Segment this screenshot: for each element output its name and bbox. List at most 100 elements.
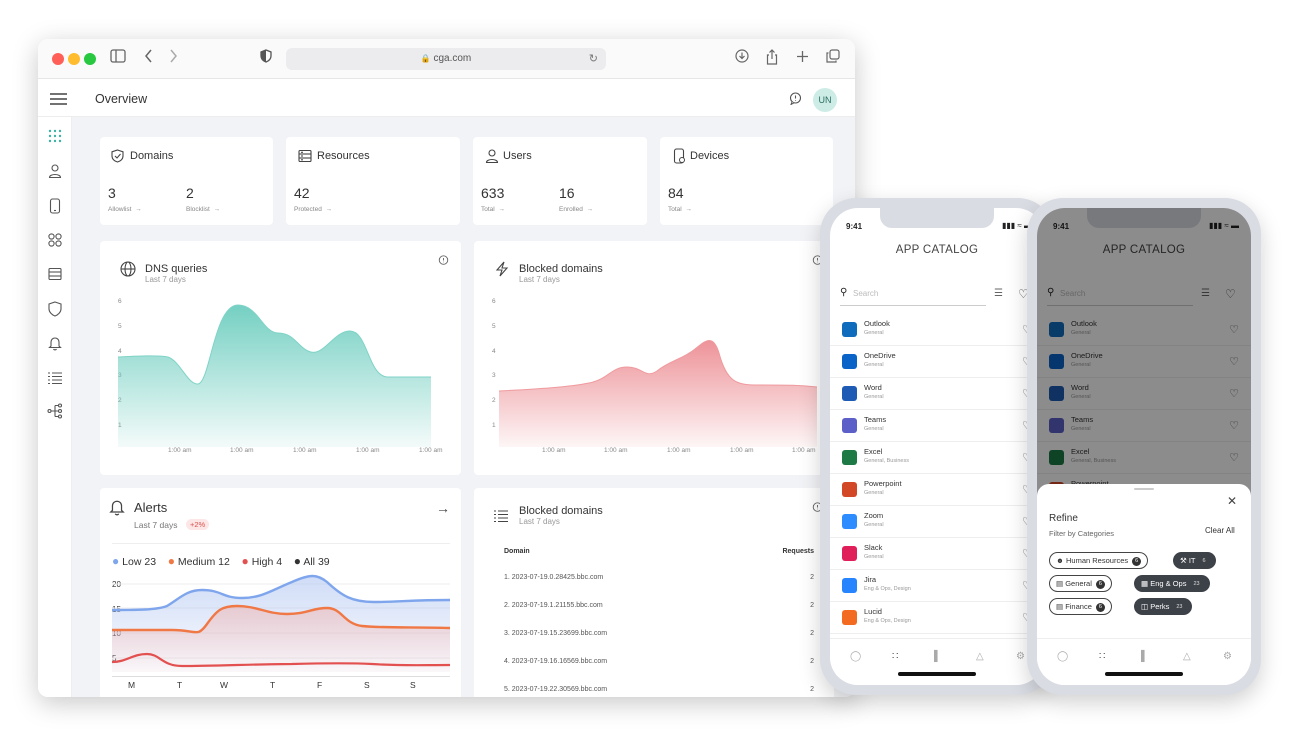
favorite-heart-icon[interactable]: ♡ <box>1229 388 1239 400</box>
chip-eng-ops[interactable]: ▦ Eng & Ops 23 <box>1134 575 1210 592</box>
list-icon[interactable] <box>48 371 62 389</box>
address-bar[interactable]: 🔒 cga.com ↻ <box>286 48 606 70</box>
stat-label[interactable]: Total → <box>481 206 505 213</box>
table-row[interactable]: 4. 2023-07-19.16.16569.bbc.com 2 <box>504 658 814 665</box>
devices-card[interactable]: Devices 84 Total → <box>660 137 833 225</box>
shield-icon[interactable] <box>48 301 62 322</box>
tab-bell-icon[interactable]: △ <box>1183 651 1191 662</box>
feedback-icon[interactable] <box>789 92 802 110</box>
stat-label[interactable]: Blocklist → <box>186 206 220 213</box>
menu-icon[interactable] <box>50 92 67 110</box>
favorite-heart-icon[interactable]: ♡ <box>1229 356 1239 368</box>
tab-stats-icon[interactable]: ▌ <box>934 651 942 662</box>
column-header-domain[interactable]: Domain <box>504 548 530 555</box>
alerts-subtitle: Last 7 days <box>134 520 178 530</box>
arrow-right-icon[interactable]: → <box>436 500 450 516</box>
filter-icon[interactable]: ☰ <box>1201 288 1210 299</box>
chip-it[interactable]: ⚒ IT 6 <box>1173 552 1216 569</box>
favorite-heart-icon[interactable]: ♡ <box>1229 452 1239 464</box>
device-icon[interactable] <box>49 198 61 219</box>
bell-icon[interactable] <box>48 336 62 356</box>
legend-high[interactable]: ● High 4 <box>241 554 283 568</box>
sheet-handle[interactable] <box>1134 488 1154 490</box>
column-header-requests[interactable]: Requests <box>782 548 814 555</box>
tab-apps-icon[interactable]: ∷ <box>892 651 899 662</box>
apps-grid-icon[interactable] <box>48 129 62 148</box>
stat-label[interactable]: Enrolled → <box>559 206 593 213</box>
app-icon <box>842 386 857 401</box>
tab-settings-icon[interactable]: ⚙ <box>1223 651 1232 662</box>
tab-apps-icon[interactable]: ∷ <box>1099 651 1106 662</box>
search-input[interactable]: ⚲ Search <box>1047 284 1193 306</box>
stat-label[interactable]: Total → <box>668 206 692 213</box>
domains-card[interactable]: Domains 3 Allowlist → 2 Blocklist → <box>100 137 273 225</box>
minimize-window-button[interactable] <box>68 53 80 65</box>
tab-stats-icon[interactable]: ▌ <box>1141 651 1149 662</box>
tab-overview-icon[interactable] <box>823 49 843 69</box>
apps-icon[interactable] <box>48 233 62 252</box>
table-row[interactable]: 2. 2023-07-19.1.21155.bbc.com 2 <box>504 602 814 609</box>
favorite-heart-icon[interactable]: ♡ <box>1229 420 1239 432</box>
reload-icon[interactable]: ↻ <box>588 53 598 65</box>
app-category: Eng & Ops, Design <box>864 618 911 624</box>
filter-icon[interactable]: ☰ <box>994 288 1003 299</box>
download-icon[interactable] <box>732 49 752 69</box>
chip-finance[interactable]: ▤ Finance 6 <box>1049 598 1112 615</box>
zoom-window-button[interactable] <box>84 53 96 65</box>
legend-all[interactable]: ● All 39 <box>293 554 330 568</box>
tab-settings-icon[interactable]: ⚙ <box>1016 651 1025 662</box>
close-window-button[interactable] <box>52 53 64 65</box>
legend-medium[interactable]: ● Medium 12 <box>167 554 230 568</box>
forward-icon[interactable] <box>163 49 183 69</box>
chip-general[interactable]: ▤ General 6 <box>1049 575 1112 592</box>
users-card[interactable]: Users 633 Total → 16 Enrolled → <box>473 137 647 225</box>
y-tick: 5 <box>118 323 122 330</box>
back-icon[interactable] <box>139 49 159 69</box>
table-row[interactable]: 3. 2023-07-19.15.23699.bbc.com 2 <box>504 630 814 637</box>
network-icon[interactable] <box>47 403 63 424</box>
tab-shield-icon[interactable]: ◯ <box>1057 651 1069 662</box>
table-row[interactable]: 5. 2023-07-19.22.30569.bbc.com 2 <box>504 686 814 693</box>
favorite-heart-icon[interactable]: ♡ <box>1229 324 1239 336</box>
page-title: Overview <box>95 92 148 106</box>
favorites-heart-icon[interactable]: ♡ <box>1225 287 1236 301</box>
requests-cell: 2 <box>810 658 814 665</box>
avatar[interactable]: UN <box>813 88 837 112</box>
tab-bell-icon[interactable]: △ <box>976 651 984 662</box>
resources-card[interactable]: Resources 42 Protected → <box>286 137 460 225</box>
chip-human-resources[interactable]: ☻ Human Resources 6 <box>1049 552 1149 569</box>
tab-shield-icon[interactable]: ◯ <box>850 651 862 662</box>
info-icon[interactable] <box>438 253 449 271</box>
share-icon[interactable] <box>762 49 782 69</box>
legend-low[interactable]: ● Low 23 <box>112 554 157 568</box>
clear-all-button[interactable]: Clear All <box>1205 526 1235 535</box>
favorites-heart-icon[interactable]: ♡ <box>1018 287 1029 301</box>
privacy-shield-icon[interactable] <box>256 49 276 69</box>
server-icon[interactable] <box>48 267 62 286</box>
close-icon[interactable]: ✕ <box>1227 494 1238 508</box>
browser-toolbar: 🔒 cga.com ↻ <box>38 39 855 79</box>
table-row[interactable]: 1. 2023-07-19.0.28425.bbc.com 2 <box>504 574 814 581</box>
chip-perks[interactable]: ◫ Perks 23 <box>1134 598 1193 615</box>
new-tab-icon[interactable] <box>792 49 812 69</box>
stat-label[interactable]: Allowlist → <box>108 206 142 213</box>
search-input[interactable]: ⚲ Search <box>840 284 986 306</box>
sidebar-toggle-icon[interactable] <box>108 49 128 69</box>
stat-label[interactable]: Protected → <box>294 206 332 213</box>
user-icon[interactable] <box>48 164 62 183</box>
